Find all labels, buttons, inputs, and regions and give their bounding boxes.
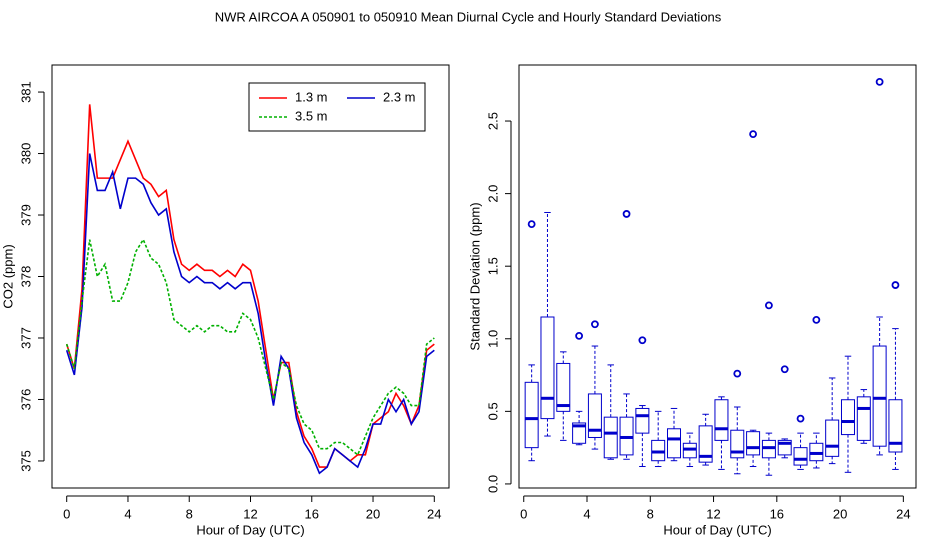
outlier [875,77,884,86]
box [524,381,539,449]
y-tick-label: 379 [18,204,33,226]
box-group [856,389,871,444]
outlier [638,336,647,345]
outlier [765,301,773,310]
box-group [667,407,682,462]
box [746,431,761,456]
x-tick-label: 12 [706,506,720,521]
box-group [793,414,808,470]
y-tick-label: 375 [18,450,33,472]
box [793,447,808,466]
x-axis-label: Hour of Day (UTC) [196,522,304,537]
y-tick-label: 0.5 [485,402,500,420]
x-tick-label: 0 [63,506,70,521]
y-tick-label: 380 [18,143,33,165]
outlier [622,210,631,218]
outlier [812,316,821,324]
legend: 1.3 m 2.3 m 3.5 m [248,82,426,132]
box [587,393,602,438]
y-tick-label: 2.0 [485,185,500,203]
x-tick-label: 16 [305,506,319,521]
box [825,419,840,457]
box-group [524,220,539,462]
box-group [572,331,587,446]
legend-label: 2.3 m [383,89,416,104]
box-group [603,364,618,460]
data-line [65,237,435,457]
box-group [556,351,571,441]
outlier [575,331,584,340]
plot-frame [518,64,917,489]
box [698,425,713,463]
box-group [888,281,903,470]
box-group [651,410,666,468]
x-axis-label: Hour of Day (UTC) [663,522,771,537]
box-group [635,336,650,468]
x-tick-label: 8 [186,506,193,521]
box [714,399,729,441]
x-tick-label: 20 [366,506,380,521]
x-tick-label: 4 [124,506,131,521]
box [603,416,618,459]
box [540,316,555,420]
outlier [527,220,536,228]
box-group [761,301,776,476]
outlier [891,281,900,289]
legend-box [248,82,426,132]
x-tick-label: 12 [243,506,257,521]
box [667,428,682,459]
box [635,407,650,434]
x-tick-label: 8 [647,506,654,521]
x-tick-label: 16 [770,506,784,521]
box-group [587,320,602,450]
y-tick-label: 0.0 [485,475,500,493]
box [872,345,887,447]
legend-label: 3.5 m [295,108,328,123]
y-tick-label: 378 [18,266,33,288]
box-group [730,369,745,475]
outlier [796,414,805,423]
box-group [714,396,729,470]
box [840,399,855,436]
y-axis-label: CO2 (ppm) [0,244,15,308]
box-group [777,365,792,459]
outlier [749,130,757,138]
y-axis-label: Standard Deviation (ppm) [467,202,482,350]
y-tick-label: 376 [18,389,33,411]
box-group [698,413,713,466]
y-tick-label: 1.0 [485,330,500,348]
box-group [840,355,855,473]
x-tick-label: 20 [833,506,847,521]
x-tick-label: 4 [583,506,590,521]
box-group [825,377,840,465]
outlier [780,365,789,374]
box [730,429,745,459]
y-tick-label: 1.5 [485,257,500,275]
box [888,399,903,453]
box-group [746,130,761,468]
data-line [65,153,435,475]
y-tick-label: 2.5 [485,112,500,130]
x-tick-label: 0 [520,506,527,521]
box [856,396,871,441]
legend-label: 1.3 m [295,89,328,104]
box-group [682,432,697,468]
x-tick-label: 24 [896,506,910,521]
box-group [872,77,887,456]
figure-title: NWR AIRCOA A 050901 to 050910 Mean Diurn… [215,9,722,24]
box-group [540,211,555,437]
outlier [591,320,599,329]
x-tick-label: 24 [427,506,441,521]
box-group [809,316,824,469]
outlier [733,369,742,378]
y-tick-label: 377 [18,327,33,349]
box [556,362,571,412]
y-tick-label: 381 [18,81,33,103]
box [572,422,587,444]
box-group [619,210,634,460]
plot-frame [51,64,450,489]
